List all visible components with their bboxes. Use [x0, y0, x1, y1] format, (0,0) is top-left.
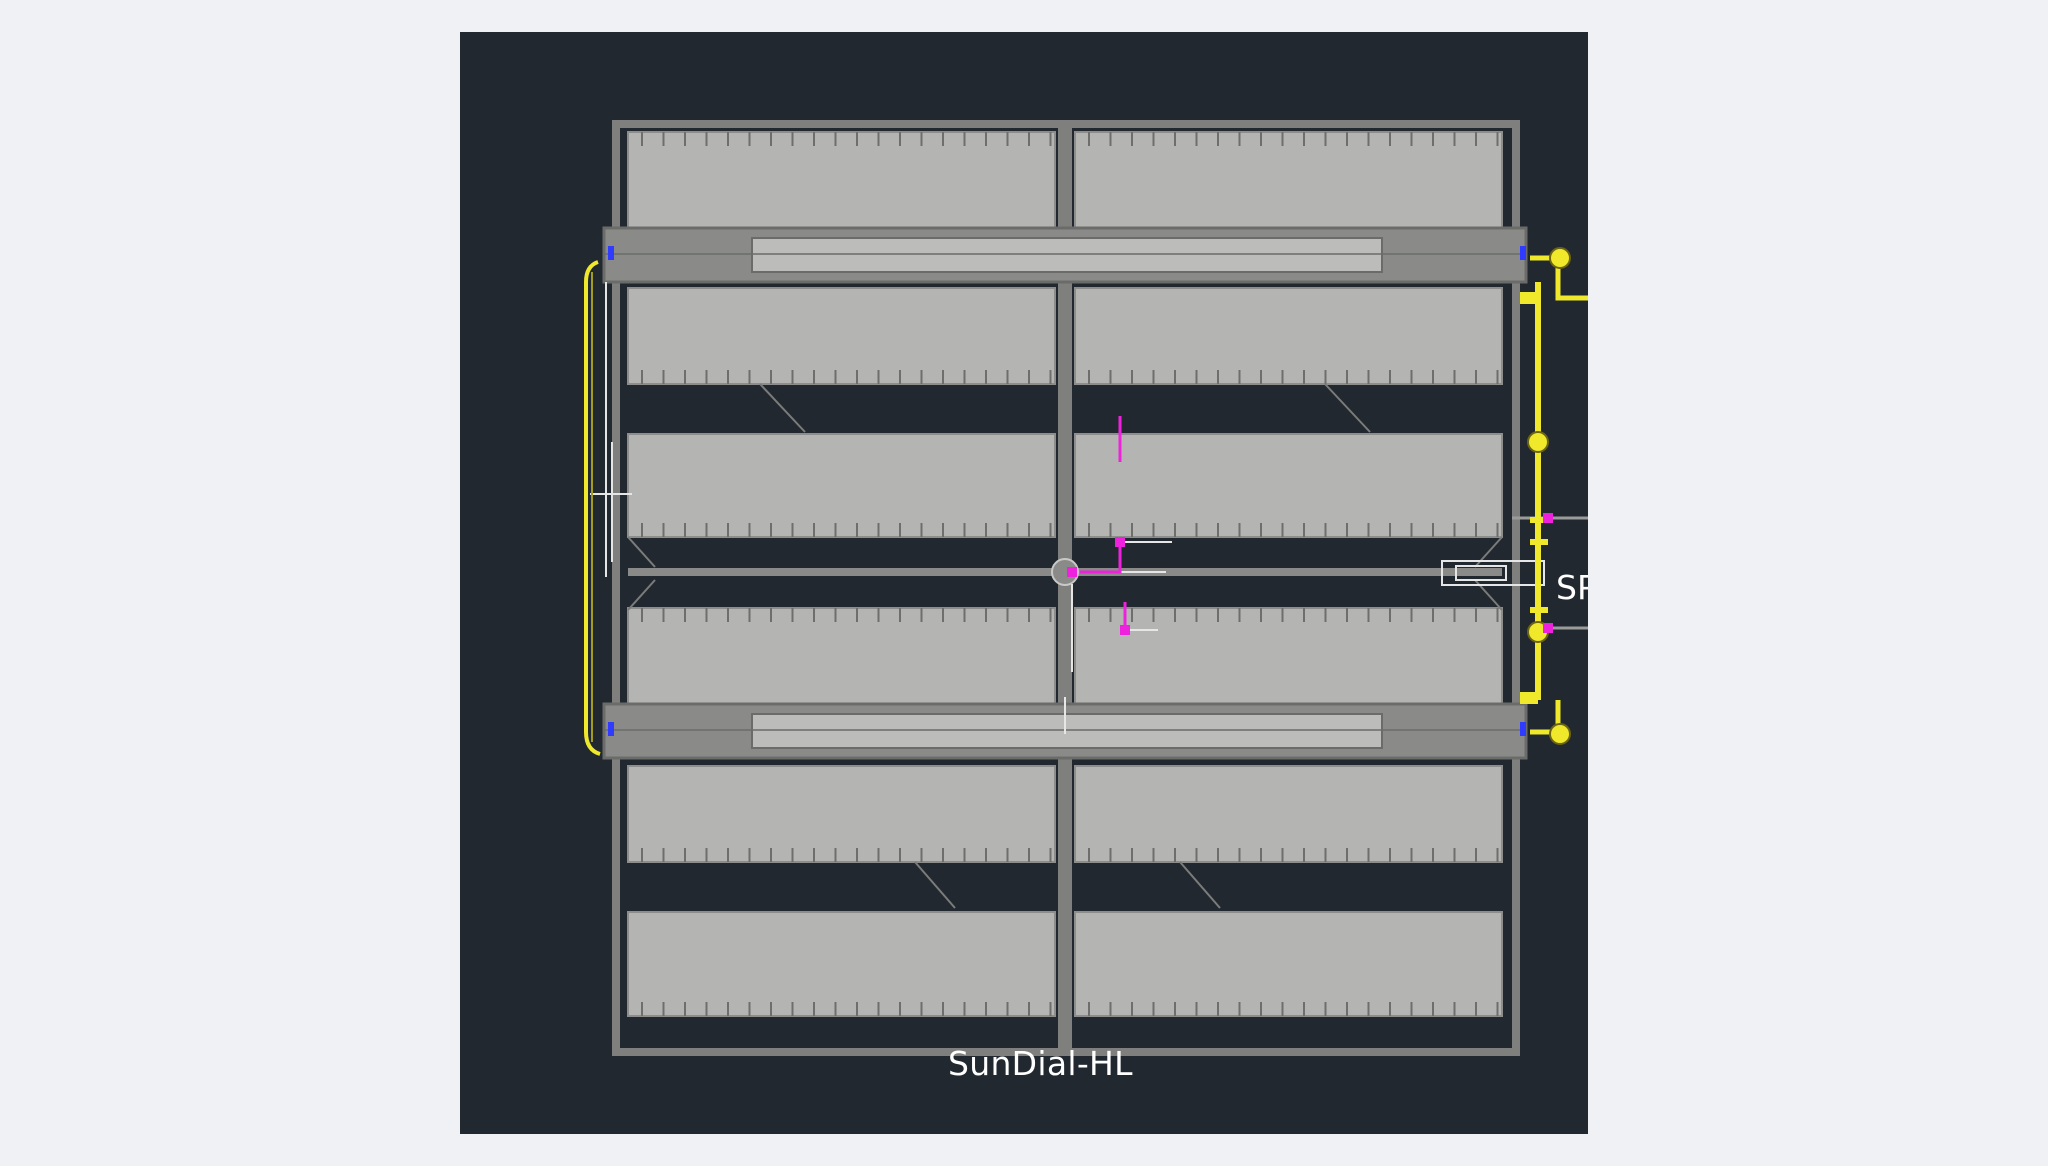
diagonal-brace	[627, 579, 656, 611]
magenta-marker	[1067, 567, 1077, 577]
pipe-valve	[1527, 431, 1549, 453]
solar-panel	[1074, 607, 1503, 709]
pipe-clamp	[1530, 517, 1548, 523]
solar-panel-array	[627, 131, 1503, 1017]
solar-panel	[1074, 433, 1503, 538]
sp-box	[1441, 560, 1545, 586]
drawing-title: SunDial-HL	[948, 1044, 1133, 1083]
diagonal-brace	[1474, 536, 1503, 568]
right-pipe-top	[1530, 255, 1588, 301]
center-spine	[1058, 124, 1072, 1052]
connector-right	[1520, 722, 1526, 736]
solar-panel	[1074, 765, 1503, 863]
solar-panel	[627, 433, 1056, 538]
magenta-markers	[1067, 416, 1553, 635]
diagonal-brace	[1324, 383, 1371, 433]
pipe-fitting	[1520, 292, 1538, 304]
support-frame	[590, 120, 1588, 1056]
connector-left	[608, 722, 614, 736]
rail-inner	[751, 237, 1383, 273]
magenta-marker	[1543, 513, 1553, 523]
pipe-fitting	[1520, 692, 1538, 704]
diagonal-brace	[627, 536, 656, 568]
pipe-clamp	[1530, 607, 1548, 613]
solar-panel	[627, 765, 1056, 863]
solar-panel	[1074, 911, 1503, 1017]
connector-right	[1520, 246, 1526, 260]
yellow-piping	[584, 247, 1588, 756]
cad-drawing	[584, 120, 1588, 1056]
hub	[1051, 558, 1079, 586]
solar-panel	[627, 287, 1056, 385]
left-pipe-loop	[584, 260, 601, 756]
magenta-line	[1080, 542, 1122, 574]
pipe-clamp	[1530, 539, 1548, 545]
diagonal-brace	[1179, 861, 1221, 909]
pipe-valve	[1549, 723, 1571, 745]
side-label: SP	[1556, 568, 1588, 607]
solar-panel	[627, 131, 1056, 233]
magenta-marker	[1120, 625, 1130, 635]
magenta-marker	[1543, 623, 1553, 633]
solar-panel	[627, 911, 1056, 1017]
solar-panel	[1074, 131, 1503, 233]
diagonal-brace	[914, 861, 956, 909]
leader-line	[1120, 541, 1172, 631]
sp-box-inner	[1455, 565, 1507, 581]
leader-line	[1064, 584, 1073, 734]
diagonal-brace	[759, 383, 806, 433]
magenta-marker	[1115, 537, 1125, 547]
pipe-valve	[1549, 247, 1571, 269]
solar-panel	[627, 607, 1056, 709]
solar-panel	[1074, 287, 1503, 385]
panel-mounting-ticks	[641, 132, 1499, 1016]
cad-viewport[interactable]: SunDial-HL SP	[460, 32, 1588, 1134]
connector-left	[608, 246, 614, 260]
rail-inner	[751, 713, 1383, 749]
